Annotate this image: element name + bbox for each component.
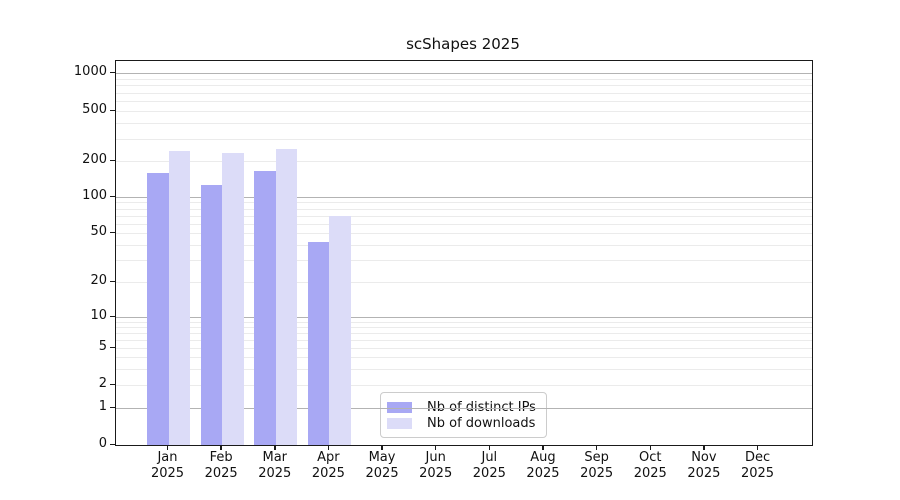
minor-gridline (116, 101, 812, 102)
x-tick-mark (488, 445, 491, 450)
x-tick-label: Jun 2025 (419, 450, 453, 481)
minor-gridline (116, 85, 812, 87)
x-tick-label: Aug 2025 (526, 450, 560, 481)
minor-gridline (116, 233, 812, 234)
x-tick-mark (595, 445, 598, 450)
y-tick-mark (110, 346, 115, 348)
y-tick-label: 1000 (73, 64, 107, 79)
y-tick-mark (110, 443, 115, 445)
major-gridline (116, 408, 812, 409)
x-tick-mark (220, 445, 222, 450)
legend-swatch-downloads (387, 417, 412, 429)
minor-gridline (116, 223, 812, 225)
minor-gridline (116, 111, 812, 112)
minor-gridline (116, 357, 812, 358)
x-tick-mark (703, 445, 705, 450)
y-tick-label: 1 (98, 399, 107, 414)
y-tick-mark (110, 109, 115, 111)
x-tick-label: Dec 2025 (740, 450, 775, 481)
x-tick-mark (649, 445, 651, 450)
x-tick-mark (381, 445, 383, 450)
x-tick-mark (327, 445, 330, 450)
bar-distinct-ips (254, 170, 276, 445)
y-tick-label: 20 (90, 273, 107, 288)
x-tick-label: Apr 2025 (311, 450, 345, 481)
x-tick-label: Jul 2025 (472, 450, 506, 481)
x-tick-mark (756, 445, 759, 450)
x-tick-mark (166, 445, 169, 450)
minor-gridline (116, 161, 812, 162)
x-tick-label: Mar 2025 (258, 450, 292, 481)
minor-gridline (116, 138, 812, 140)
minor-gridline (116, 332, 812, 334)
y-tick-label: 500 (82, 102, 107, 117)
bar-downloads (329, 215, 351, 445)
major-gridline (116, 73, 812, 74)
y-tick-mark (110, 195, 115, 197)
legend: Nb of distinct IPs Nb of downloads (380, 392, 547, 438)
x-tick-label: Sep 2025 (580, 450, 614, 481)
x-tick-mark (434, 445, 437, 450)
x-tick-label: Nov 2025 (687, 450, 721, 481)
legend-swatch-distinct-ips (387, 401, 412, 413)
y-tick-label: 100 (82, 188, 107, 203)
x-tick-label: Feb 2025 (204, 450, 238, 481)
minor-gridline (116, 78, 812, 80)
major-gridline (116, 197, 812, 198)
bar-distinct-ips (307, 242, 330, 445)
bar-downloads (222, 153, 244, 445)
minor-gridline (116, 260, 812, 262)
y-tick-label: 50 (90, 224, 107, 239)
y-tick-label: 10 (90, 308, 107, 323)
bar-downloads (168, 151, 190, 445)
minor-gridline (116, 368, 812, 370)
plot-area: Nb of distinct IPs Nb of downloads (115, 60, 813, 446)
legend-item-downloads: Nb of downloads (387, 415, 538, 431)
minor-gridline (116, 123, 812, 125)
y-tick-label: 200 (82, 152, 107, 167)
y-tick-mark (110, 406, 115, 408)
minor-gridline (116, 92, 812, 94)
major-gridline (116, 317, 812, 318)
bar-distinct-ips (147, 172, 169, 445)
x-tick-mark (542, 445, 544, 450)
legend-label-downloads: Nb of downloads (427, 415, 536, 431)
minor-gridline (116, 215, 812, 217)
y-tick-mark (110, 71, 115, 73)
minor-gridline (116, 208, 812, 210)
bar-downloads (275, 148, 298, 445)
legend-label-distinct-ips: Nb of distinct IPs (427, 399, 536, 415)
chart-title: scShapes 2025 (406, 35, 520, 53)
y-tick-mark (110, 231, 115, 233)
y-tick-mark (110, 383, 115, 385)
minor-gridline (116, 244, 812, 246)
minor-gridline (116, 282, 812, 283)
minor-gridline (116, 348, 812, 349)
minor-gridline (116, 385, 812, 386)
minor-gridline (116, 339, 812, 341)
bar-distinct-ips (200, 185, 223, 445)
legend-item-distinct-ips: Nb of distinct IPs (387, 399, 538, 415)
x-tick-label: Oct 2025 (633, 450, 667, 481)
minor-gridline (116, 202, 812, 204)
y-tick-mark (110, 315, 115, 317)
x-tick-label: Jan 2025 (150, 450, 185, 481)
minor-gridline (116, 326, 812, 328)
y-tick-label: 0 (98, 436, 107, 451)
y-tick-label: 2 (98, 376, 107, 391)
x-tick-mark (274, 445, 276, 450)
minor-gridline (116, 321, 812, 323)
x-tick-label: May 2025 (365, 450, 399, 481)
y-tick-mark (110, 280, 115, 282)
y-tick-mark (110, 159, 115, 161)
y-tick-label: 5 (98, 339, 107, 354)
